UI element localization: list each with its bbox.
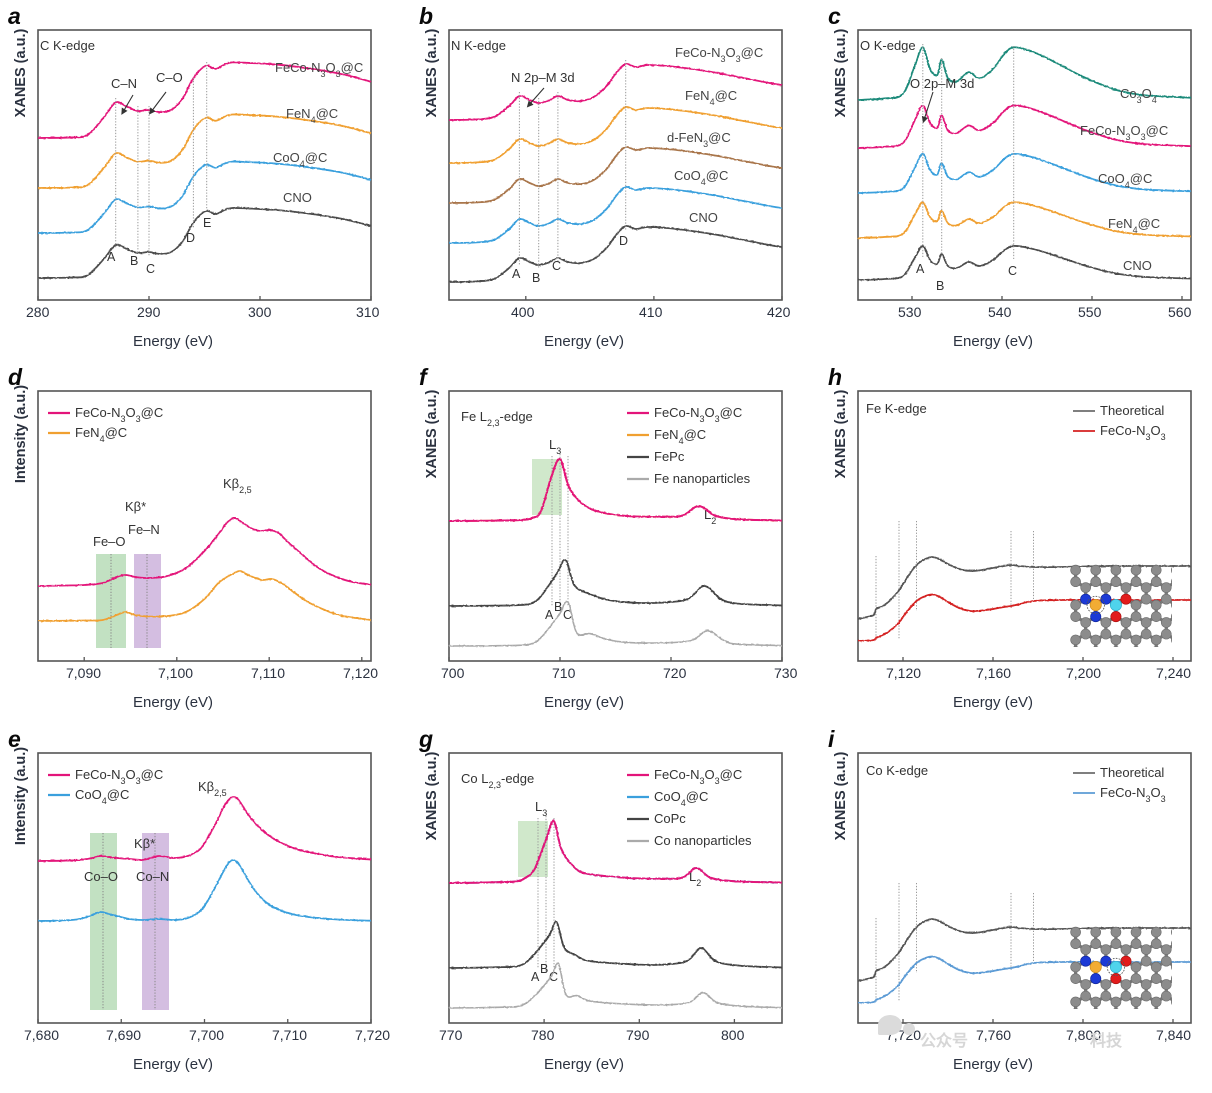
svg-text:Co L2,3-edge: Co L2,3-edge (461, 771, 534, 790)
svg-text:FePc: FePc (654, 449, 685, 464)
svg-text:FeCo-N3O3@C: FeCo-N3O3@C (675, 45, 763, 64)
svg-text:FeCo-N3O3: FeCo-N3O3 (1100, 423, 1166, 442)
svg-text:Kβ*: Kβ* (125, 499, 146, 514)
svg-text:D: D (619, 234, 628, 248)
svg-text:d-FeN3@C: d-FeN3@C (667, 130, 731, 149)
svg-text:FeCo-N3O3@C: FeCo-N3O3@C (75, 405, 163, 424)
svg-text:A: A (545, 608, 554, 622)
svg-text:C: C (1008, 264, 1017, 278)
svg-text:C–O: C–O (156, 70, 183, 85)
svg-text:FeN4@C: FeN4@C (654, 427, 706, 446)
svg-text:C: C (146, 262, 155, 276)
svg-text:CNO: CNO (1123, 258, 1152, 273)
svg-text:N K-edge: N K-edge (451, 38, 506, 53)
svg-text:Theoretical: Theoretical (1100, 765, 1164, 780)
svg-text:O K-edge: O K-edge (860, 38, 916, 53)
svg-text:CoPc: CoPc (654, 811, 686, 826)
svg-text:CoO4@C: CoO4@C (1098, 171, 1152, 190)
svg-text:N 2p–M 3d: N 2p–M 3d (511, 70, 575, 85)
svg-text:Kβ2,5: Kβ2,5 (198, 779, 227, 798)
svg-text:Co nanoparticles: Co nanoparticles (654, 833, 752, 848)
svg-text:Fe–N: Fe–N (128, 522, 160, 537)
svg-text:CoO4@C: CoO4@C (654, 789, 708, 808)
svg-text:Theoretical: Theoretical (1100, 403, 1164, 418)
svg-text:Fe L2,3-edge: Fe L2,3-edge (461, 409, 533, 428)
svg-text:C K-edge: C K-edge (40, 38, 95, 53)
svg-text:Co–O: Co–O (84, 869, 118, 884)
svg-text:FeCo-N3O3@C: FeCo-N3O3@C (654, 767, 742, 786)
svg-text:FeCo-N3O3@C: FeCo-N3O3@C (75, 767, 163, 786)
svg-text:CoO4@C: CoO4@C (273, 150, 327, 169)
svg-text:Co3O4: Co3O4 (1120, 86, 1157, 105)
svg-text:C: C (552, 259, 561, 273)
svg-text:Co K-edge: Co K-edge (866, 763, 928, 778)
svg-text:Fe K-edge: Fe K-edge (866, 401, 927, 416)
svg-text:L3: L3 (549, 437, 561, 456)
svg-text:FeN4@C: FeN4@C (286, 106, 338, 125)
svg-text:C–N: C–N (111, 76, 137, 91)
svg-text:L3: L3 (535, 799, 547, 818)
svg-text:Kβ2,5: Kβ2,5 (223, 476, 252, 495)
svg-text:FeN4@C: FeN4@C (1108, 216, 1160, 235)
svg-text:A: A (512, 267, 521, 281)
svg-text:CoO4@C: CoO4@C (674, 168, 728, 187)
svg-text:Fe–O: Fe–O (93, 534, 126, 549)
svg-text:D: D (186, 231, 195, 245)
svg-text:FeN4@C: FeN4@C (685, 88, 737, 107)
svg-text:B: B (936, 279, 944, 293)
svg-text:B: B (130, 254, 138, 268)
svg-text:O 2p–M 3d: O 2p–M 3d (910, 76, 974, 91)
svg-text:B: B (540, 962, 548, 976)
svg-text:FeCo-N3O3@C: FeCo-N3O3@C (1080, 123, 1168, 142)
svg-text:CNO: CNO (283, 190, 312, 205)
svg-text:Fe nanoparticles: Fe nanoparticles (654, 471, 751, 486)
svg-text:A: A (916, 262, 925, 276)
svg-text:E: E (203, 216, 211, 230)
svg-text:A: A (531, 970, 540, 984)
svg-text:FeCo-N3O3@C: FeCo-N3O3@C (654, 405, 742, 424)
svg-text:CoO4@C: CoO4@C (75, 787, 129, 806)
svg-text:B: B (532, 271, 540, 285)
svg-text:FeN4@C: FeN4@C (75, 425, 127, 444)
svg-text:Co–N: Co–N (136, 869, 169, 884)
svg-text:CNO: CNO (689, 210, 718, 225)
svg-text:FeCo-N3O3: FeCo-N3O3 (1100, 785, 1166, 804)
svg-text:Kβ*: Kβ* (134, 836, 155, 851)
svg-text:A: A (107, 250, 116, 264)
